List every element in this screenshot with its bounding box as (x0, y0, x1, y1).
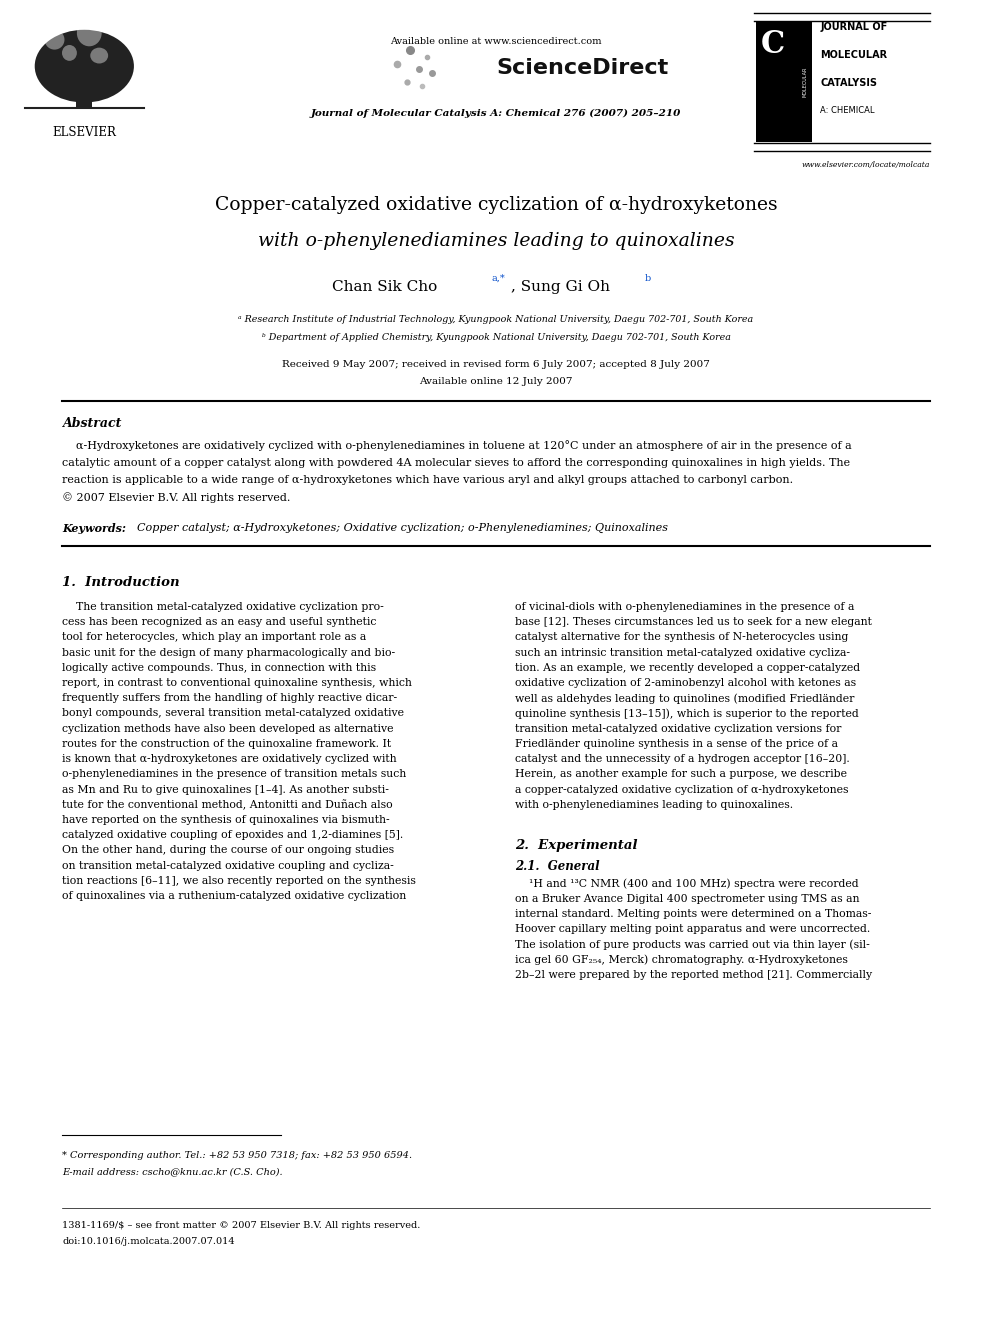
Text: transition metal-catalyzed oxidative cyclization versions for: transition metal-catalyzed oxidative cyc… (515, 724, 841, 734)
Text: 2b–2l were prepared by the reported method [21]. Commercially: 2b–2l were prepared by the reported meth… (515, 970, 872, 980)
Text: MOLECULAR: MOLECULAR (803, 67, 807, 97)
Ellipse shape (45, 30, 64, 49)
Text: tute for the conventional method, Antonitti and Duñach also: tute for the conventional method, Antoni… (62, 799, 393, 811)
Text: The isolation of pure products was carried out via thin layer (sil-: The isolation of pure products was carri… (515, 939, 870, 950)
Text: is known that α-hydroxyketones are oxidatively cyclized with: is known that α-hydroxyketones are oxida… (62, 754, 397, 765)
Text: base [12]. Theses circumstances led us to seek for a new elegant: base [12]. Theses circumstances led us t… (515, 618, 872, 627)
Text: with ο-phenylenediamines leading to quinoxalines.: with ο-phenylenediamines leading to quin… (515, 799, 793, 810)
Text: 2.  Experimental: 2. Experimental (515, 839, 637, 852)
Text: E-mail address: cscho@knu.ac.kr (C.S. Cho).: E-mail address: cscho@knu.ac.kr (C.S. Ch… (62, 1167, 283, 1176)
Text: oxidative cyclization of 2-aminobenzyl alcohol with ketones as: oxidative cyclization of 2-aminobenzyl a… (515, 679, 856, 688)
Text: Received 9 May 2007; received in revised form 6 July 2007; accepted 8 July 2007: Received 9 May 2007; received in revised… (282, 360, 710, 369)
Text: such an intrinsic transition metal-catalyzed oxidative cycliza-: such an intrinsic transition metal-catal… (515, 648, 850, 658)
Text: * Corresponding author. Tel.: +82 53 950 7318; fax: +82 53 950 6594.: * Corresponding author. Tel.: +82 53 950… (62, 1151, 413, 1160)
Text: of quinoxalines via a ruthenium-catalyzed oxidative cyclization: of quinoxalines via a ruthenium-catalyze… (62, 892, 407, 901)
Text: with ο-phenylenediamines leading to quinoxalines: with ο-phenylenediamines leading to quin… (258, 232, 734, 250)
Text: a copper-catalyzed oxidative cyclization of α-hydroxyketones: a copper-catalyzed oxidative cyclization… (515, 785, 848, 795)
Text: cyclization methods have also been developed as alternative: cyclization methods have also been devel… (62, 724, 394, 734)
Text: as Mn and Ru to give quinoxalines [1–4]. As another substi-: as Mn and Ru to give quinoxalines [1–4].… (62, 785, 390, 795)
Text: reaction is applicable to a wide range of α-hydroxyketones which have various ar: reaction is applicable to a wide range o… (62, 475, 794, 486)
Text: The transition metal-catalyzed oxidative cyclization pro-: The transition metal-catalyzed oxidative… (62, 602, 384, 613)
Text: tion. As an example, we recently developed a copper-catalyzed: tion. As an example, we recently develop… (515, 663, 860, 673)
Text: ELSEVIER: ELSEVIER (53, 126, 116, 139)
Text: quinoline synthesis [13–15]), which is superior to the reported: quinoline synthesis [13–15]), which is s… (515, 709, 859, 718)
Text: www.elsevier.com/locate/molcata: www.elsevier.com/locate/molcata (802, 161, 930, 169)
Text: A: CHEMICAL: A: CHEMICAL (820, 106, 875, 115)
Text: tion reactions [6–11], we also recently reported on the synthesis: tion reactions [6–11], we also recently … (62, 876, 417, 886)
Text: α-Hydroxyketones are oxidatively cyclized with ο-phenylenediamines in toluene at: α-Hydroxyketones are oxidatively cyclize… (62, 441, 852, 451)
Text: frequently suffers from the handling of highly reactive dicar-: frequently suffers from the handling of … (62, 693, 398, 704)
Ellipse shape (35, 30, 134, 103)
Text: Copper catalyst; α-Hydroxyketones; Oxidative cyclization; ο-Phenylenediamines; Q: Copper catalyst; α-Hydroxyketones; Oxida… (130, 523, 668, 533)
Text: a,*: a,* (491, 274, 505, 283)
Text: CATALYSIS: CATALYSIS (820, 78, 877, 89)
Text: have reported on the synthesis of quinoxalines via bismuth-: have reported on the synthesis of quinox… (62, 815, 390, 826)
Text: Friedländer quinoline synthesis in a sense of the price of a: Friedländer quinoline synthesis in a sen… (515, 740, 838, 749)
Text: of vicinal-diols with ο-phenylenediamines in the presence of a: of vicinal-diols with ο-phenylenediamine… (515, 602, 854, 613)
Text: ᵇ Department of Applied Chemistry, Kyungpook National University, Daegu 702-701,: ᵇ Department of Applied Chemistry, Kyung… (262, 333, 730, 343)
Text: JOURNAL OF: JOURNAL OF (820, 22, 888, 33)
Text: © 2007 Elsevier B.V. All rights reserved.: © 2007 Elsevier B.V. All rights reserved… (62, 492, 291, 503)
Text: Abstract: Abstract (62, 417, 122, 430)
Text: on a Bruker Avance Digital 400 spectrometer using TMS as an: on a Bruker Avance Digital 400 spectrome… (515, 894, 859, 904)
Text: Journal of Molecular Catalysis A: Chemical 276 (2007) 205–210: Journal of Molecular Catalysis A: Chemic… (310, 108, 682, 118)
Text: Copper-catalyzed oxidative cyclization of α-hydroxyketones: Copper-catalyzed oxidative cyclization o… (214, 196, 778, 214)
Text: MOLECULAR: MOLECULAR (820, 50, 888, 61)
Text: Available online at www.sciencedirect.com: Available online at www.sciencedirect.co… (390, 37, 602, 46)
Text: report, in contrast to conventional quinoxaline synthesis, which: report, in contrast to conventional quin… (62, 679, 413, 688)
Text: Available online 12 July 2007: Available online 12 July 2007 (420, 377, 572, 386)
Text: well as aldehydes leading to quinolines (modified Friedländer: well as aldehydes leading to quinolines … (515, 693, 854, 704)
Text: routes for the construction of the quinoxaline framework. It: routes for the construction of the quino… (62, 740, 392, 749)
Text: basic unit for the design of many pharmacologically and bio-: basic unit for the design of many pharma… (62, 648, 396, 658)
Text: Hoover capillary melting point apparatus and were uncorrected.: Hoover capillary melting point apparatus… (515, 925, 870, 934)
Text: catalyzed oxidative coupling of epoxides and 1,2-diamines [5].: catalyzed oxidative coupling of epoxides… (62, 831, 404, 840)
Text: 1381-1169/$ – see front matter © 2007 Elsevier B.V. All rights reserved.: 1381-1169/$ – see front matter © 2007 El… (62, 1221, 421, 1230)
FancyBboxPatch shape (756, 22, 812, 142)
FancyBboxPatch shape (18, 17, 152, 143)
Ellipse shape (62, 45, 77, 61)
Text: , Sung Gi Oh: , Sung Gi Oh (511, 280, 610, 295)
Text: doi:10.1016/j.molcata.2007.07.014: doi:10.1016/j.molcata.2007.07.014 (62, 1237, 235, 1246)
Text: ica gel 60 GF₂₅₄, Merck) chromatography. α-Hydroxyketones: ica gel 60 GF₂₅₄, Merck) chromatography.… (515, 955, 848, 964)
Text: Chan Sik Cho: Chan Sik Cho (332, 280, 437, 295)
Text: b: b (645, 274, 651, 283)
Text: catalytic amount of a copper catalyst along with powdered 4A molecular sieves to: catalytic amount of a copper catalyst al… (62, 458, 850, 468)
Text: ᵃ Research Institute of Industrial Technology, Kyungpook National University, Da: ᵃ Research Institute of Industrial Techn… (238, 315, 754, 324)
Text: internal standard. Melting points were determined on a Thomas-: internal standard. Melting points were d… (515, 909, 871, 919)
Text: Herein, as another example for such a purpose, we describe: Herein, as another example for such a pu… (515, 770, 847, 779)
Text: tool for heterocycles, which play an important role as a: tool for heterocycles, which play an imp… (62, 632, 367, 643)
Ellipse shape (90, 48, 108, 64)
Text: on transition metal-catalyzed oxidative coupling and cycliza-: on transition metal-catalyzed oxidative … (62, 861, 394, 871)
Text: bonyl compounds, several transition metal-catalyzed oxidative: bonyl compounds, several transition meta… (62, 709, 405, 718)
Bar (76, 75, 92, 108)
Text: C: C (761, 29, 785, 60)
Text: ScienceDirect: ScienceDirect (496, 58, 669, 78)
Text: On the other hand, during the course of our ongoing studies: On the other hand, during the course of … (62, 845, 395, 856)
Text: logically active compounds. Thus, in connection with this: logically active compounds. Thus, in con… (62, 663, 377, 673)
Text: catalyst and the unnecessity of a hydrogen acceptor [16–20].: catalyst and the unnecessity of a hydrog… (515, 754, 849, 765)
Text: Keywords:: Keywords: (62, 523, 127, 533)
Text: 1.  Introduction: 1. Introduction (62, 576, 181, 589)
Text: cess has been recognized as an easy and useful synthetic: cess has been recognized as an easy and … (62, 618, 377, 627)
Text: 2.1.  General: 2.1. General (515, 860, 599, 873)
Text: catalyst alternative for the synthesis of N-heterocycles using: catalyst alternative for the synthesis o… (515, 632, 848, 643)
Text: ο-phenylenediamines in the presence of transition metals such: ο-phenylenediamines in the presence of t… (62, 770, 407, 779)
Ellipse shape (77, 20, 102, 46)
Text: ¹H and ¹³C NMR (400 and 100 MHz) spectra were recorded: ¹H and ¹³C NMR (400 and 100 MHz) spectra… (515, 878, 858, 889)
